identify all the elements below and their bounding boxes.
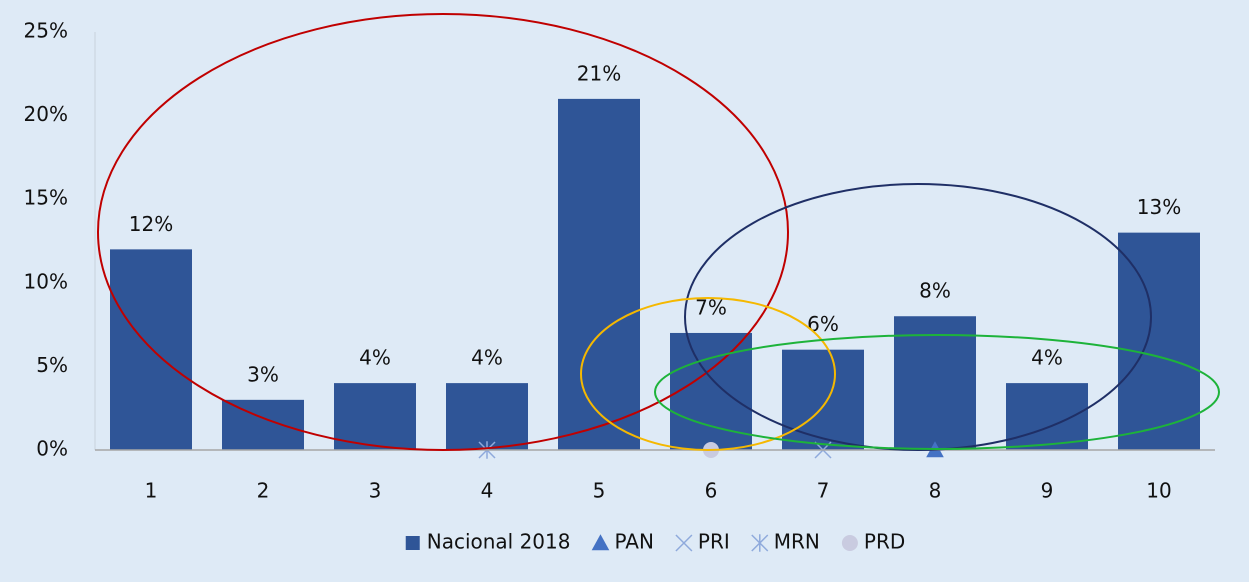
bar: [334, 383, 416, 450]
legend-label: PRI: [698, 530, 730, 554]
y-tick-label: 20%: [24, 102, 68, 126]
x-tick-label: 7: [817, 479, 830, 503]
y-tick-label: 5%: [36, 353, 68, 377]
marker: [841, 535, 858, 551]
legend-item: PRD: [841, 530, 905, 554]
bar: [558, 98, 640, 450]
x-tick-label: 8: [929, 479, 942, 503]
bar: [1006, 383, 1088, 450]
bar: [222, 399, 304, 450]
y-tick-label: 0%: [36, 437, 68, 461]
annotation-ellipse: [97, 13, 789, 451]
legend: Nacional 2018 PAN PRI MRN PRD: [405, 530, 905, 554]
plot: 0% 5% 10% 15% 20% 25% 1 2 3 4 5 6 7 8 9 10 12% 3% 4% 4% 21% 7…: [24, 19, 1215, 503]
legend-item: PRI: [675, 530, 730, 554]
data-label: 12%: [129, 212, 173, 236]
marker: [751, 534, 769, 552]
bar: [1118, 232, 1200, 450]
bar: [110, 249, 192, 450]
legend-item: PAN: [591, 530, 654, 554]
x-tick-label: 10: [1146, 479, 1171, 503]
x-tick-label: 1: [145, 479, 158, 503]
y-tick-label: 10%: [24, 269, 68, 293]
marker: [675, 534, 693, 552]
data-label: 7%: [695, 295, 727, 319]
data-label: 8%: [919, 279, 951, 303]
data-label: 6%: [807, 312, 839, 336]
data-label: 4%: [1031, 346, 1063, 370]
legend-label: PAN: [614, 530, 653, 554]
data-label: 4%: [471, 346, 503, 370]
y-tick-label: 25%: [24, 19, 68, 43]
annotation-ellipse: [654, 334, 1220, 450]
bar: [782, 349, 864, 450]
annotation-ellipse: [580, 297, 836, 451]
data-label: 13%: [1137, 195, 1181, 219]
legend-item: MRN: [751, 530, 820, 554]
data-label: 4%: [359, 346, 391, 370]
bar: [894, 316, 976, 450]
legend-item: Nacional 2018: [405, 530, 571, 554]
legend-label: MRN: [774, 530, 820, 554]
data-label: 21%: [577, 61, 621, 85]
marker: [591, 534, 610, 551]
x-tick-label: 2: [257, 479, 270, 503]
annotation-ellipse: [684, 183, 1152, 451]
legend-swatch: [405, 536, 420, 550]
x-tick-label: 5: [593, 479, 606, 503]
x-tick-label: 4: [481, 479, 494, 503]
y-tick-label: 15%: [24, 186, 68, 210]
legend-label: Nacional 2018: [427, 530, 571, 554]
annotations: [97, 13, 1220, 451]
data-label: 3%: [247, 362, 279, 386]
x-tick-label: 6: [705, 479, 718, 503]
x-tick-label: 3: [369, 479, 382, 503]
bar: [446, 383, 528, 450]
legend-label: PRD: [864, 530, 905, 554]
x-tick-label: 9: [1041, 479, 1054, 503]
